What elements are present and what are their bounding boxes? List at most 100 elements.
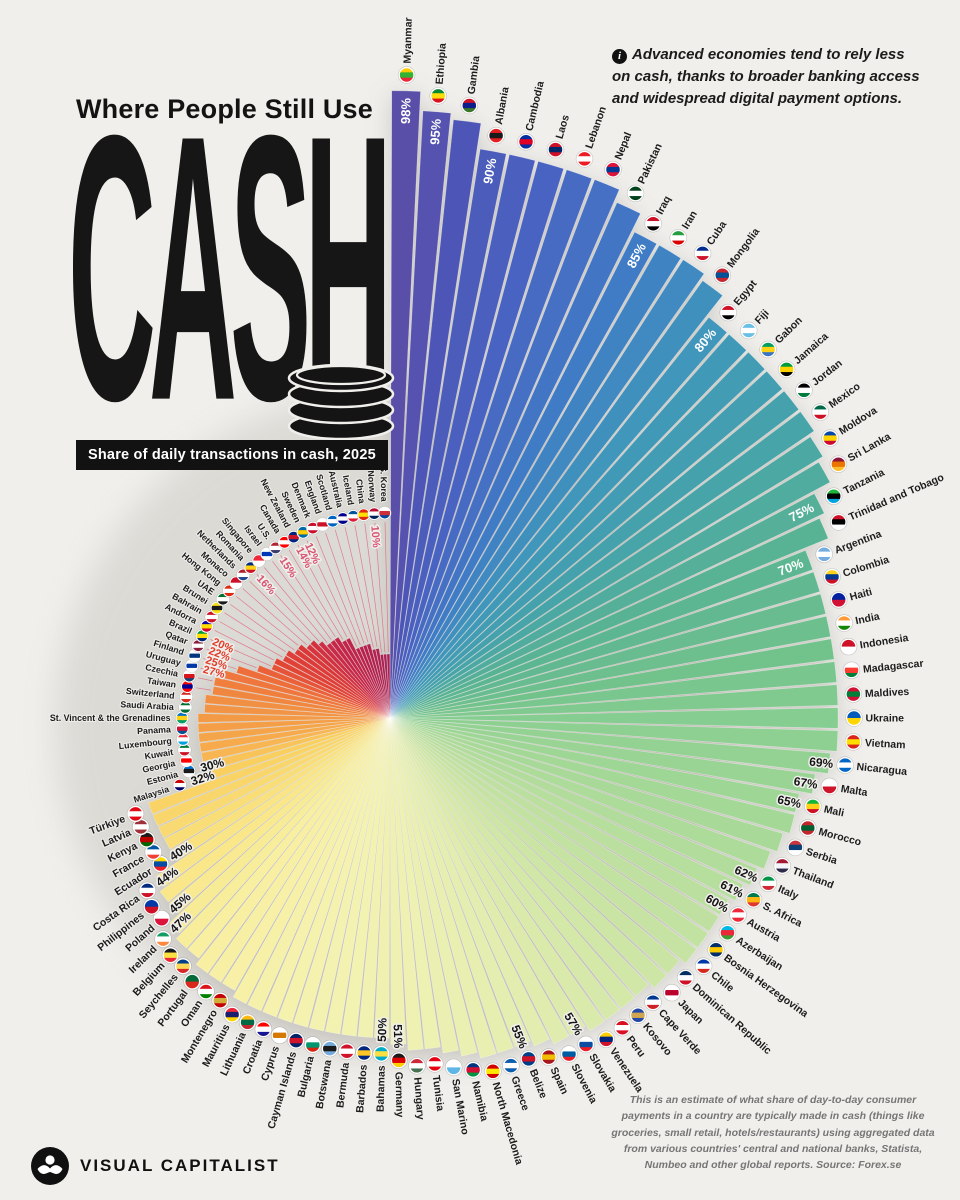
flag-Nicaragua-icon [836, 756, 854, 774]
flag-Nepal-icon [604, 160, 622, 179]
flag-Cuba-icon [693, 244, 712, 263]
flag-Portugal-icon [183, 972, 201, 991]
flag-Fiji-icon [740, 321, 758, 340]
flag-Hong Kong-icon [222, 583, 237, 598]
wedge-Gambia [389, 119, 482, 719]
country-label-Egypt: Egypt [732, 277, 760, 307]
wedge-Kenya [158, 717, 391, 839]
flag-Albania-icon [487, 126, 505, 145]
country-label-Tunisia: Tunisia [430, 1075, 447, 1112]
wedge-UAE [294, 648, 391, 719]
wedge-Cyprus [277, 717, 391, 1023]
wedge-Croatia [262, 717, 391, 1018]
wedge-Australia [371, 648, 391, 719]
leader-Norway [374, 522, 386, 653]
country-label-Colombia: Colombia [841, 554, 890, 580]
flag-Malaysia-icon [172, 778, 187, 793]
wedge-Montenegro [222, 717, 391, 991]
country-label-Italy: Italy [776, 883, 800, 902]
pct-label-Germany: 51% [391, 1024, 406, 1049]
country-label-Nepal: Nepal [612, 130, 634, 161]
country-label-Cuba: Cuba [705, 219, 730, 248]
wedge-Qatar [256, 664, 391, 719]
page-title: Where People Still Use [76, 94, 373, 124]
wedge-Botswana [325, 717, 391, 1035]
flag-S. Korea-icon [377, 506, 392, 521]
flag-Lithuania-icon [238, 1013, 257, 1031]
wedge-Madagascar [389, 661, 837, 719]
leader-Romania [256, 573, 320, 642]
country-label-Bulgaria: Bulgaria [295, 1055, 316, 1099]
leader-Brunei [224, 612, 286, 652]
wedge-Czechia [213, 676, 391, 719]
flag-Montenegro-icon [211, 991, 230, 1010]
country-label-Mexico: Mexico [827, 380, 863, 410]
wedge-Bahamas [374, 717, 391, 1039]
leader-lines [196, 522, 389, 691]
wedge-Fiji [389, 334, 747, 719]
annotation-text: Advanced economies tend to rely less on … [612, 46, 920, 107]
wedge-Barbados [357, 717, 391, 1038]
pct-label-Mali: 65% [776, 792, 803, 811]
flag-Myanmar-icon [397, 66, 416, 84]
wedge-Haiti [389, 593, 827, 719]
wedge-Brunei [285, 650, 391, 719]
wedge-Lithuania [247, 717, 391, 1012]
wedge-Germany [389, 717, 407, 1045]
wedge-Italy [389, 717, 758, 886]
country-label-Cambodia: Cambodia [523, 80, 546, 132]
wedge-Lebanon [389, 169, 593, 719]
wedge-Saudi Arabia [204, 703, 391, 719]
country-label-Jamaica: Jamaica [792, 330, 831, 366]
flag-Germany-icon [390, 1051, 408, 1070]
wedge-Switzerland [204, 694, 391, 719]
leader-Australia [344, 527, 374, 648]
leader-UAE [230, 604, 295, 651]
flag-Singapore-icon [251, 553, 266, 568]
wedge-Taiwan [212, 686, 391, 719]
wedge-Uruguay [221, 669, 391, 719]
flag-Sri Lanka-icon [829, 455, 848, 473]
flag-Spain-icon [540, 1048, 558, 1066]
flag-Netherlands-icon [236, 567, 251, 582]
flag-Maldives-icon [844, 685, 863, 703]
wedge-Bermuda [341, 717, 391, 1037]
wedge-Myanmar [389, 90, 421, 719]
wedge-Iraq [389, 231, 657, 719]
country-label-Nicaragua: Nicaragua [856, 761, 908, 778]
country-label-Greece: Greece [508, 1075, 531, 1113]
flag-Jordan-icon [795, 381, 813, 399]
flag-Tunisia-icon [426, 1055, 444, 1073]
flag-Italy-icon [759, 874, 777, 892]
flag-Thailand-icon [773, 857, 791, 875]
wedge-Oman [208, 717, 391, 983]
flag-Gambia-icon [460, 96, 478, 115]
wedge-S. Korea [386, 653, 391, 719]
wedge-Japan [389, 717, 667, 989]
wedge-Venezuela [389, 717, 605, 1032]
wedge-Kosovo [389, 717, 635, 1009]
flag-Azerbaijan-icon [718, 924, 737, 942]
leader-U.S. [280, 555, 336, 637]
wedge-Brazil [271, 663, 391, 719]
flag-Cyprus-icon [270, 1026, 289, 1045]
country-label-Pakistan: Pakistan [636, 142, 665, 186]
country-label-Jordan: Jordan [810, 357, 845, 388]
leader-China [364, 523, 382, 653]
flag-Bermuda-icon [338, 1042, 356, 1060]
country-label-Argentina: Argentina [833, 528, 883, 557]
pct-label-Albania: 90% [480, 156, 499, 185]
leader-Scotland [334, 529, 369, 643]
pct-label-Myanmar: 98% [398, 97, 414, 124]
wedge-Sweden [355, 647, 391, 719]
country-label-San Marino: San Marino [449, 1078, 471, 1136]
country-label-Germany: Germany [392, 1072, 405, 1118]
leader-Netherlands [249, 580, 311, 641]
wedges [148, 90, 839, 1059]
wedge-Dominican Republic [389, 717, 680, 975]
wedge-Mongolia [389, 280, 723, 719]
flag-Mongolia-icon [713, 266, 731, 284]
country-label-Indonesia: Indonesia [859, 632, 909, 651]
wedge-Jordan [389, 390, 800, 719]
wedge-Serbia [389, 717, 784, 852]
